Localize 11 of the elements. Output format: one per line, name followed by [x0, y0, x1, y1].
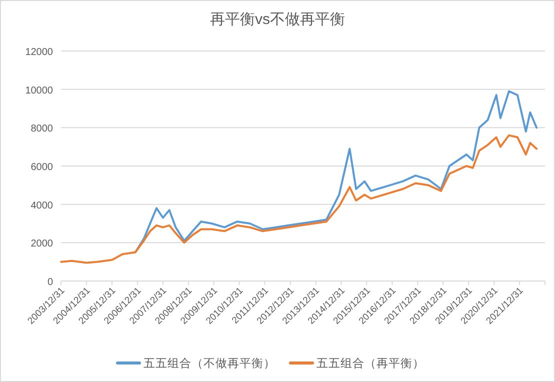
y-tick-label: 12000	[25, 47, 54, 58]
legend-label: 五五组合（再平衡）	[316, 357, 424, 370]
line-series	[60, 134, 538, 264]
y-tick-label: 2000	[30, 238, 54, 250]
y-tick-label: 0	[47, 277, 54, 288]
y-tick-label: 4000	[30, 200, 54, 212]
y-tick-label: 6000	[30, 162, 54, 173]
y-tick-label: 10000	[25, 85, 54, 96]
chart-title: 再平衡vs不做再平衡	[210, 11, 345, 28]
legend-label: 五五组合（不做再平衡）	[144, 357, 276, 370]
y-tick-label: 8000	[30, 124, 54, 135]
